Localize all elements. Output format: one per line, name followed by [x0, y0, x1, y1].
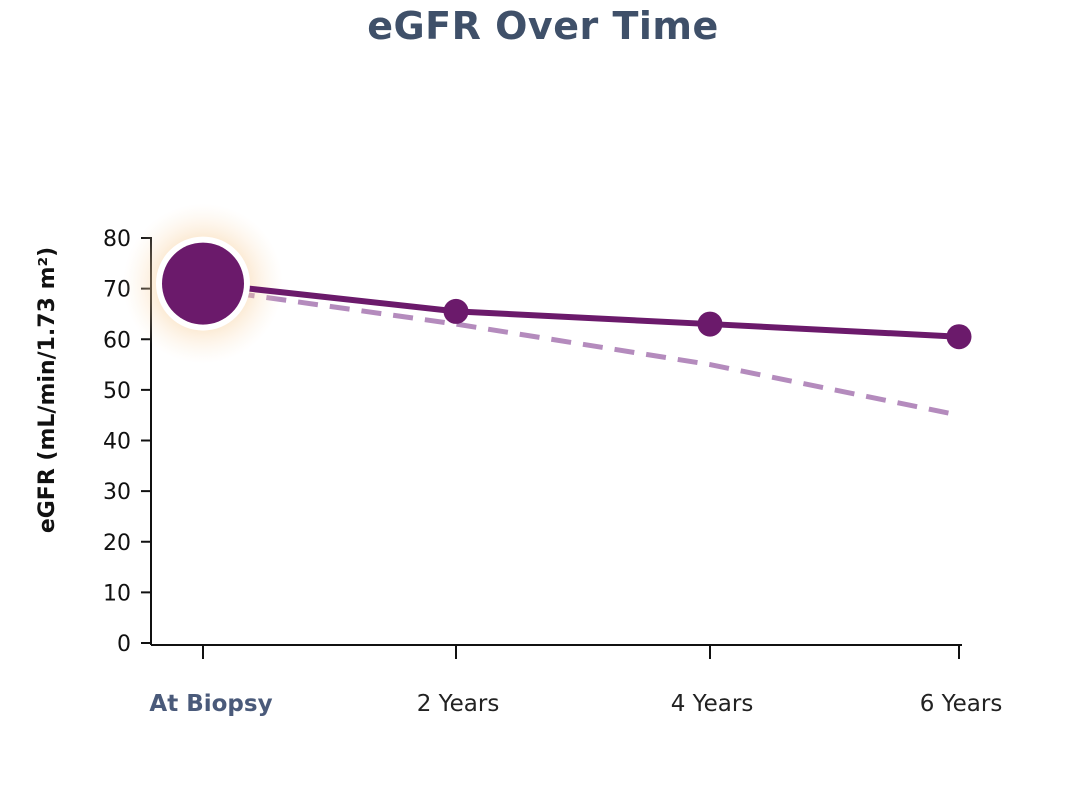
y-axis-title: eGFR (mL/min/1.73 m²)	[35, 247, 60, 533]
x-tick-label: 6 Years	[920, 691, 1003, 717]
y-tick-label: 80	[103, 227, 131, 252]
x-tick-label: 2 Years	[417, 691, 500, 717]
data-point	[946, 324, 972, 350]
y-tick-label: 20	[103, 531, 131, 556]
series	[123, 203, 972, 418]
x-axis-ticks: At Biopsy 2 Years 4 Years 6 Years	[149, 645, 1002, 717]
y-tick-label: 60	[103, 328, 131, 353]
data-point	[443, 298, 469, 324]
y-tick-label: 10	[103, 581, 131, 606]
y-tick-label: 40	[103, 430, 131, 455]
series-line-dashed	[202, 286, 960, 418]
chart-title: eGFR Over Time	[367, 4, 719, 48]
y-tick-label: 50	[103, 379, 131, 404]
x-tick-label: At Biopsy	[149, 691, 272, 717]
data-point-highlight	[162, 242, 244, 325]
data-point	[697, 311, 723, 337]
y-tick-label: 0	[117, 632, 131, 657]
x-tick-label: 4 Years	[671, 691, 754, 717]
y-tick-label: 30	[103, 480, 131, 505]
series-line-solid	[202, 280, 960, 340]
